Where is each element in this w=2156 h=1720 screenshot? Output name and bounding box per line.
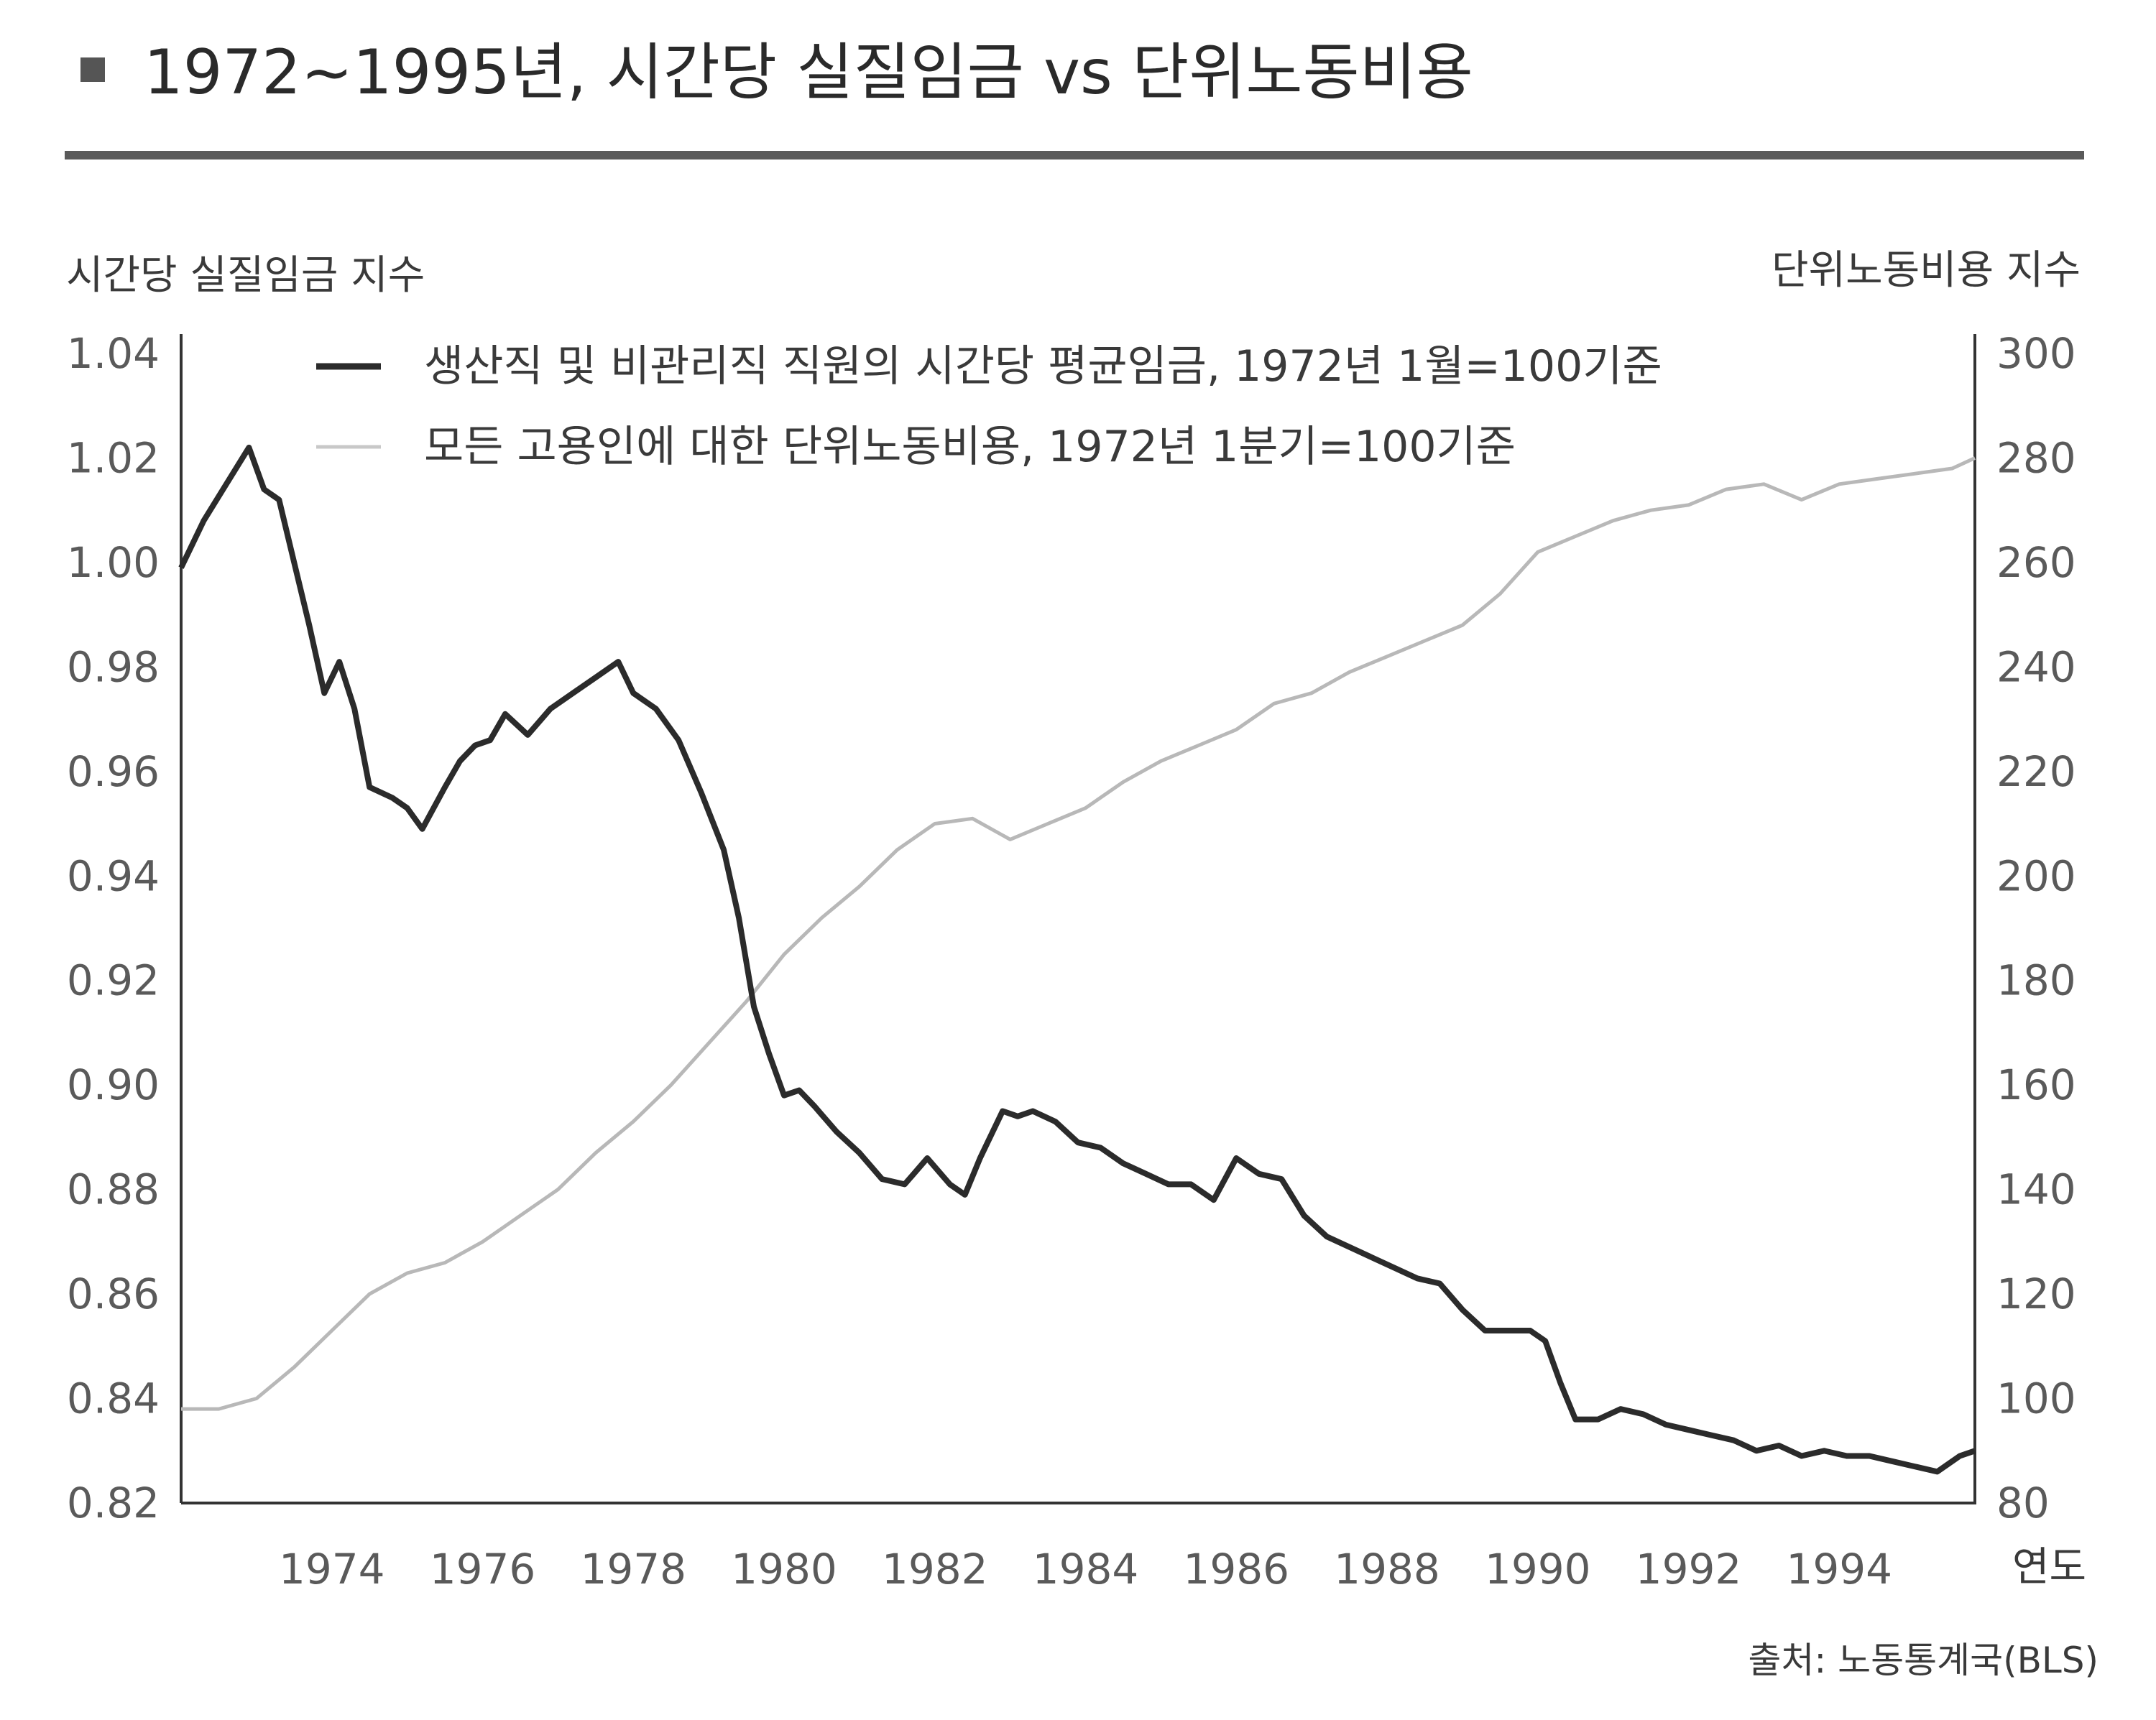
x-tick-label: 1984 <box>1033 1545 1139 1594</box>
y-axis-right-label: 단위노동비용 지수 <box>1772 247 2081 294</box>
y-tick-left-label: 1.04 <box>67 329 160 378</box>
y-tick-left-label: 0.82 <box>67 1479 160 1527</box>
x-ticks: 1974 1976 1978 1980 1982 1984 1986 1988 1990 1992… <box>279 1545 1892 1594</box>
y-tick-right-label: 300 <box>1996 329 2076 378</box>
x-tick-label: 1982 <box>882 1545 988 1594</box>
x-tick-label: 1988 <box>1334 1545 1440 1594</box>
y-tick-left-label: 0.98 <box>67 642 160 691</box>
y-tick-right-label: 200 <box>1996 851 2076 900</box>
x-tick-label: 1994 <box>1786 1545 1892 1594</box>
y-tick-left-label: 0.94 <box>67 851 160 900</box>
y-tick-right-label: 140 <box>1996 1165 2076 1214</box>
y-tick-right-label: 220 <box>1996 747 2076 796</box>
series-line-real-hourly-wage <box>178 444 1976 1475</box>
x-tick-label: 1986 <box>1183 1545 1289 1594</box>
y-tick-right-label: 120 <box>1996 1270 2076 1318</box>
y-tick-left-label: 0.86 <box>67 1270 160 1318</box>
title-divider <box>65 151 2084 159</box>
y-tick-right-label: 260 <box>1996 538 2076 587</box>
y-tick-left-label: 1.02 <box>67 433 160 482</box>
y-tick-right-label: 280 <box>1996 433 2076 482</box>
x-tick-label: 1992 <box>1636 1545 1742 1594</box>
y-tick-right-label: 100 <box>1996 1374 2076 1423</box>
source-note: 출처: 노동통계국(BLS) <box>1748 1640 2099 1681</box>
x-tick-label: 1990 <box>1485 1545 1591 1594</box>
x-tick-label: 1980 <box>731 1545 837 1594</box>
x-tick-label: 1976 <box>430 1545 536 1594</box>
y-tick-left-label: 0.84 <box>67 1374 160 1423</box>
series-line-unit-labor-cost <box>181 456 1976 1411</box>
y-ticks-right: 80 100 120 140 160 180 200 220 240 260 280 300 <box>1996 329 2076 1527</box>
y-tick-right-label: 180 <box>1996 956 2076 1005</box>
x-tick-label: 1974 <box>279 1545 385 1594</box>
legend: 생산직 및 비관리직 직원의 시간당 평균임금, 1972년 1월=100기준 … <box>316 341 1662 472</box>
x-tick-label: 1978 <box>580 1545 686 1594</box>
y-tick-left-label: 0.96 <box>67 747 160 796</box>
y-tick-right-label: 160 <box>1996 1060 2076 1109</box>
y-tick-right-label: 240 <box>1996 642 2076 691</box>
legend-label-wage: 생산직 및 비관리직 직원의 시간당 평균임금, 1972년 1월=100기준 <box>424 341 1662 392</box>
x-axis-label: 연도 <box>2012 1544 2086 1591</box>
title-bullet-icon <box>80 57 105 82</box>
chart-title: 1972~1995년, 시간당 실질임금 vs 단위노동비용 <box>144 37 1473 108</box>
y-tick-left-label: 0.92 <box>67 956 160 1005</box>
y-ticks-left: 0.82 0.84 0.86 0.88 0.90 0.92 0.94 0.96 0.98 1.00… <box>67 329 160 1527</box>
y-axis-left-label: 시간당 실질임금 지수 <box>66 252 425 299</box>
y-tick-left-label: 0.90 <box>67 1060 160 1109</box>
legend-label-cost: 모든 고용인에 대한 단위노동비용, 1972년 1분기=100기준 <box>424 422 1516 472</box>
y-tick-left-label: 1.00 <box>67 538 160 587</box>
y-tick-left-label: 0.88 <box>67 1165 160 1214</box>
y-tick-right-label: 80 <box>1996 1479 2050 1527</box>
